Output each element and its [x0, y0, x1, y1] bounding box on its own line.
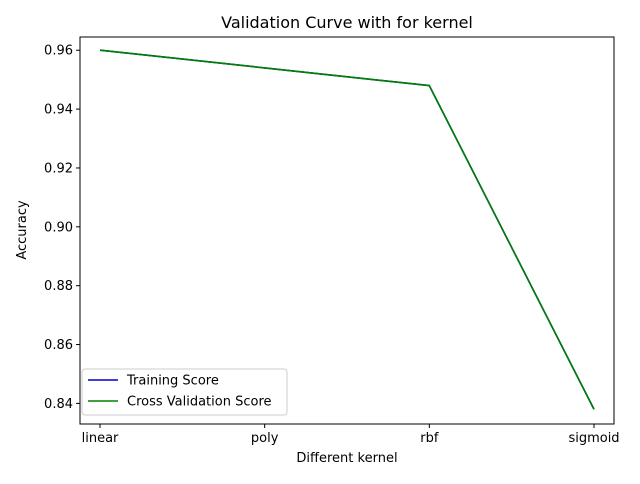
series-line-0 [99, 49, 595, 410]
x-axis-ticks: linear poly rbf sigmoid [82, 424, 620, 446]
y-tick-label: 0.88 [44, 279, 73, 294]
x-tick-label: linear [82, 431, 119, 446]
x-tick-label: sigmoid [568, 431, 619, 446]
y-tick-label: 0.94 [44, 103, 73, 118]
x-tick-label: rbf [420, 431, 439, 446]
series-line-1 [99, 49, 595, 410]
legend: Training Score Cross Validation Score [81, 368, 288, 416]
y-tick-label: 0.86 [44, 338, 73, 353]
y-tick-label: 0.96 [44, 44, 73, 59]
x-axis-label: Different kernel [296, 451, 397, 466]
chart-title: Validation Curve with for kernel [221, 13, 473, 32]
series-lines [99, 49, 595, 410]
y-tick-label: 0.90 [44, 220, 73, 235]
x-tick-label: poly [251, 431, 279, 446]
plot-area [79, 36, 615, 425]
y-axis-ticks: 0.84 0.86 0.88 0.90 0.92 0.94 0.96 [44, 44, 80, 412]
y-tick-label: 0.84 [44, 397, 73, 412]
y-axis-label: Accuracy [15, 200, 30, 260]
y-tick-label: 0.92 [44, 161, 73, 176]
legend-label-0: Training Score [126, 374, 219, 389]
legend-box [81, 368, 288, 416]
legend-label-1: Cross Validation Score [127, 395, 272, 410]
